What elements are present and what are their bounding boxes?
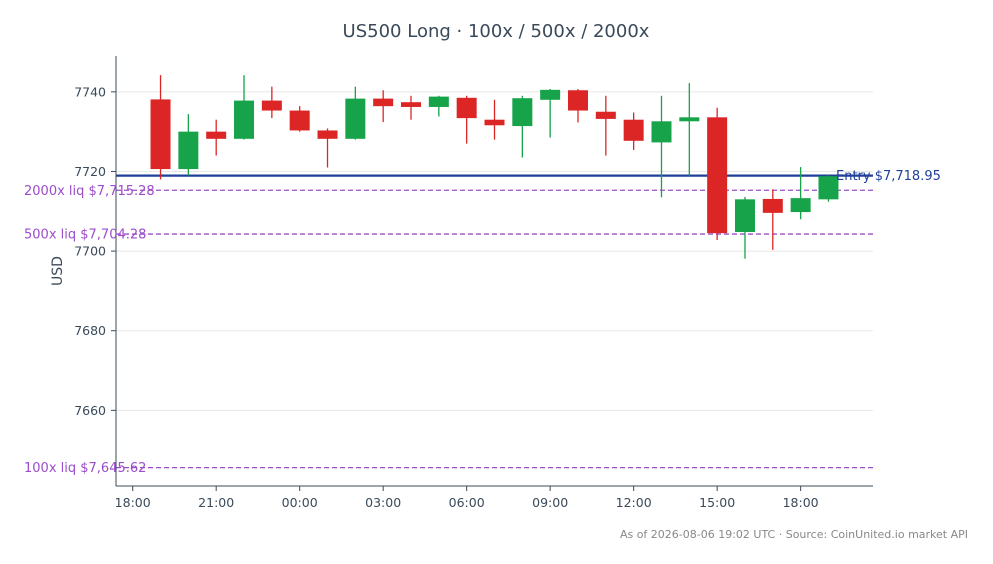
grid-lines xyxy=(116,91,873,411)
candle-up xyxy=(345,86,366,140)
candle-body xyxy=(707,117,728,234)
candle-down xyxy=(623,112,644,150)
y-axis-ticks: 7660 7680 7700 7720 7740 xyxy=(74,84,116,418)
candle-body xyxy=(734,199,755,232)
candle-down xyxy=(373,90,394,123)
y-tick-label: 7720 xyxy=(74,164,106,179)
axes xyxy=(115,56,873,487)
candle-up xyxy=(651,95,672,198)
x-tick-label: 09:00 xyxy=(532,495,568,510)
y-tick-label: 7700 xyxy=(74,244,106,259)
candle-body xyxy=(456,97,477,119)
y-tick-label: 7660 xyxy=(74,403,106,418)
x-tick-label: 15:00 xyxy=(699,495,735,510)
candle-up xyxy=(428,95,449,117)
candle-up xyxy=(790,167,811,220)
candle-down xyxy=(762,189,783,250)
candle-down xyxy=(317,128,338,168)
x-tick-label: 18:00 xyxy=(115,495,151,510)
x-axis-ticks: 18:00 21:00 00:00 03:00 06:00 09:00 12:00 15:00… xyxy=(115,486,819,510)
y-axis-label: USD xyxy=(50,256,66,286)
candle-body xyxy=(623,119,644,141)
x-tick-label: 00:00 xyxy=(282,495,318,510)
candle-body xyxy=(345,98,366,139)
candle-body xyxy=(234,100,255,139)
liquidation-label: 500x liq $7,704.28 xyxy=(24,228,146,243)
candle-body xyxy=(261,100,282,111)
candle-up xyxy=(540,89,561,138)
candle-down xyxy=(456,95,477,144)
candle-body xyxy=(484,119,505,126)
candle-body xyxy=(818,176,839,200)
candle-up xyxy=(512,95,533,158)
x-tick-label: 12:00 xyxy=(616,495,652,510)
x-tick-label: 03:00 xyxy=(365,495,401,510)
candle-up xyxy=(679,83,700,176)
candle-down xyxy=(206,119,227,156)
x-tick-label: 18:00 xyxy=(783,495,819,510)
candle-up xyxy=(818,175,839,202)
y-tick-label: 7740 xyxy=(74,84,106,99)
candle-body xyxy=(150,99,171,170)
candle-body xyxy=(178,131,199,170)
chart-title: US500 Long · 100x / 500x / 2000x xyxy=(343,21,650,42)
candle-body xyxy=(373,98,394,107)
candle-body xyxy=(762,198,783,213)
candle-down xyxy=(289,106,310,132)
candle-up xyxy=(178,114,199,176)
liquidation-label: 100x liq $7,645.62 xyxy=(24,461,146,476)
candle-body xyxy=(679,117,700,122)
candle-body xyxy=(206,131,227,139)
candle-up xyxy=(234,75,255,140)
candles xyxy=(150,75,839,259)
candle-up xyxy=(734,196,755,259)
x-tick-label: 06:00 xyxy=(449,495,485,510)
candle-body xyxy=(651,121,672,143)
candle-down xyxy=(595,95,616,156)
x-tick-label: 21:00 xyxy=(198,495,234,510)
reference-lines xyxy=(116,174,873,469)
candle-body xyxy=(317,130,338,139)
candle-body xyxy=(790,198,811,213)
candle-down xyxy=(567,89,588,123)
candle-body xyxy=(567,90,588,111)
candle-down xyxy=(707,107,728,240)
candle-body xyxy=(401,102,422,107)
candle-down xyxy=(150,75,171,180)
candle-down xyxy=(484,99,505,140)
candle-body xyxy=(595,111,616,119)
candle-down xyxy=(261,86,282,119)
y-tick-label: 7680 xyxy=(74,323,106,338)
candle-body xyxy=(540,89,561,100)
entry-label: Entry $7,718.95 xyxy=(836,169,941,184)
liquidation-label: 2000x liq $7,715.28 xyxy=(24,184,155,199)
candle-body xyxy=(289,110,310,131)
candle-body xyxy=(512,98,533,127)
candle-body xyxy=(428,96,449,107)
reference-line-labels: Entry $7,718.95 2000x liq $7,715.28 500x l… xyxy=(24,169,941,476)
candle-down xyxy=(401,95,422,120)
footer-source: As of 2026-08-06 19:02 UTC · Source: Coi… xyxy=(620,528,968,541)
